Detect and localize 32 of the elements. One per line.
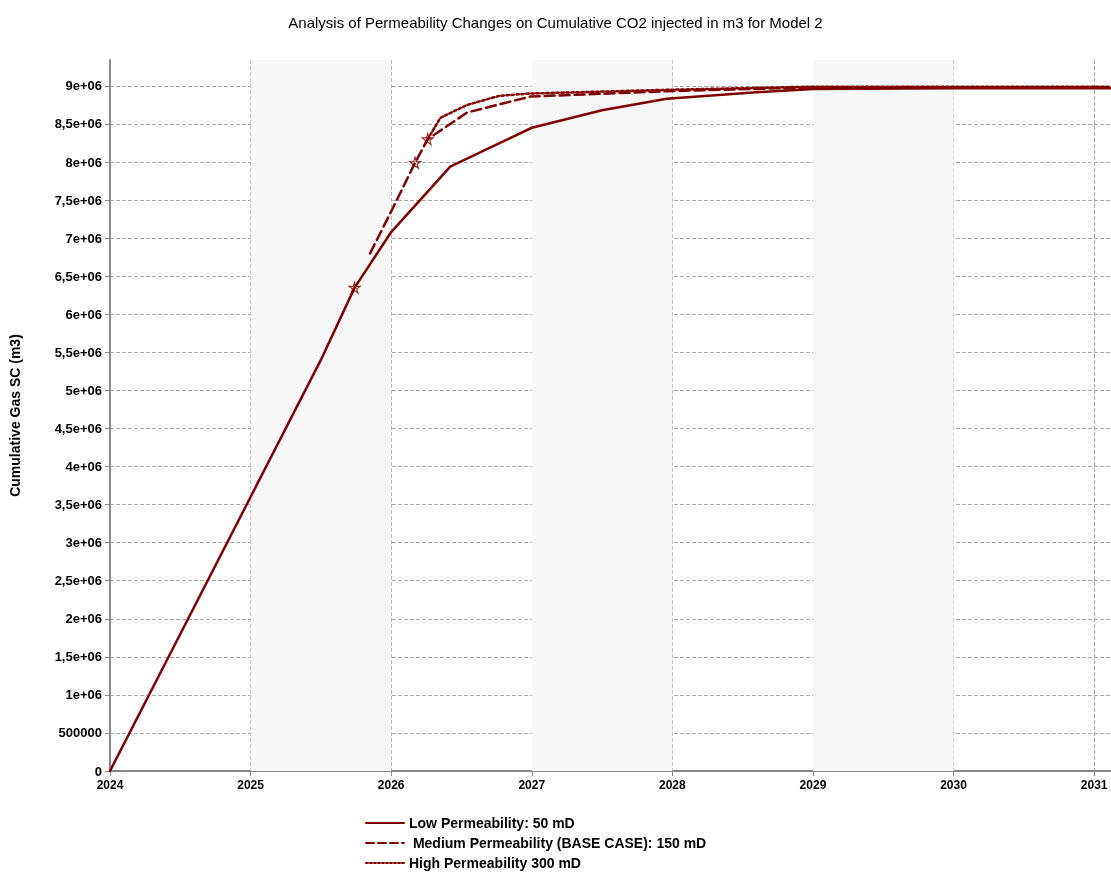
y-tick-label: 2,5e+06 [54, 573, 102, 589]
legend-label: High Permeability 300 mD [409, 855, 581, 871]
y-tick-label: 3,5e+06 [54, 497, 102, 513]
x-tick-label: 2029 [799, 778, 827, 792]
y-tick-label: 1e+06 [65, 687, 102, 703]
x-tick-label: 2028 [659, 778, 687, 792]
y-tick-label: 7,5e+06 [54, 192, 102, 208]
y-tick-label: 0 [94, 763, 102, 779]
x-tick-label: 2030 [940, 778, 968, 792]
x-tick-label: 2026 [377, 778, 405, 792]
y-tick-label: 9e+06 [65, 78, 102, 94]
x-tick-label: 2025 [237, 778, 265, 792]
y-tick-label: 8,5e+06 [54, 116, 102, 132]
y-tick-label: 6e+06 [65, 306, 102, 322]
y-tick-label: 500000 [58, 725, 102, 741]
x-tick-label: 2027 [518, 778, 546, 792]
y-tick-label: 2e+06 [65, 611, 102, 627]
y-tick-label: 5e+06 [65, 382, 102, 398]
y-axis-title: Cumulative Gas SC (m3) [7, 334, 23, 497]
y-tick-label: 6,5e+06 [54, 268, 102, 284]
y-tick-label: 1,5e+06 [54, 649, 102, 665]
y-tick-label: 4e+06 [65, 459, 102, 474]
y-tick-label: 4,5e+06 [54, 420, 102, 436]
y-tick-label: 5,5e+06 [54, 344, 102, 360]
x-tick-label: 2031 [1080, 778, 1108, 792]
y-tick-label: 3e+06 [65, 535, 102, 551]
y-tick-label: 8e+06 [65, 154, 102, 170]
x-tick-label: 2024 [96, 778, 124, 792]
legend-label: Low Permeability: 50 mD [409, 815, 575, 831]
chart-title: Analysis of Permeability Changes on Cumulative CO2 injected in m3 for Model 2 [288, 14, 823, 31]
y-tick-label: 7e+06 [65, 230, 102, 246]
legend-label: Medium Permeability (BASE CASE): 150 mD [409, 835, 707, 851]
